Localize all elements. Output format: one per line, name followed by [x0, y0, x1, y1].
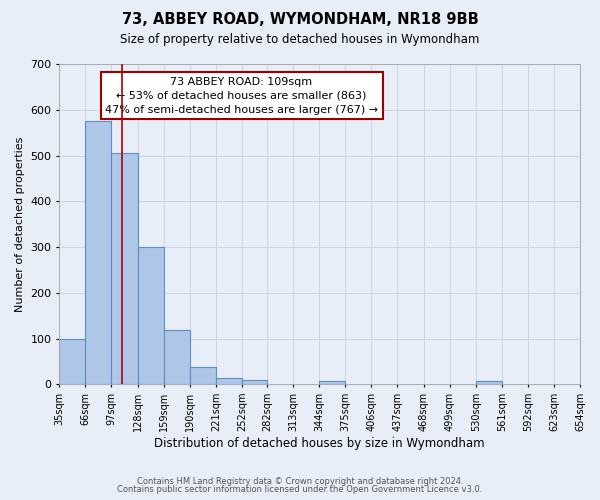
Text: Contains HM Land Registry data © Crown copyright and database right 2024.: Contains HM Land Registry data © Crown c… — [137, 477, 463, 486]
Bar — [242, 380, 267, 384]
Y-axis label: Number of detached properties: Number of detached properties — [15, 136, 25, 312]
Text: 73 ABBEY ROAD: 109sqm
← 53% of detached houses are smaller (863)
47% of semi-det: 73 ABBEY ROAD: 109sqm ← 53% of detached … — [105, 77, 378, 115]
Text: 73, ABBEY ROAD, WYMONDHAM, NR18 9BB: 73, ABBEY ROAD, WYMONDHAM, NR18 9BB — [122, 12, 478, 28]
Bar — [319, 380, 346, 384]
Bar — [164, 330, 190, 384]
Text: Size of property relative to detached houses in Wymondham: Size of property relative to detached ho… — [121, 32, 479, 46]
Bar — [216, 378, 242, 384]
Bar — [59, 338, 85, 384]
X-axis label: Distribution of detached houses by size in Wymondham: Distribution of detached houses by size … — [154, 437, 485, 450]
Bar — [190, 368, 216, 384]
Bar — [137, 247, 164, 384]
Bar — [476, 380, 502, 384]
Text: Contains public sector information licensed under the Open Government Licence v3: Contains public sector information licen… — [118, 485, 482, 494]
Bar — [85, 121, 112, 384]
Bar — [112, 153, 137, 384]
